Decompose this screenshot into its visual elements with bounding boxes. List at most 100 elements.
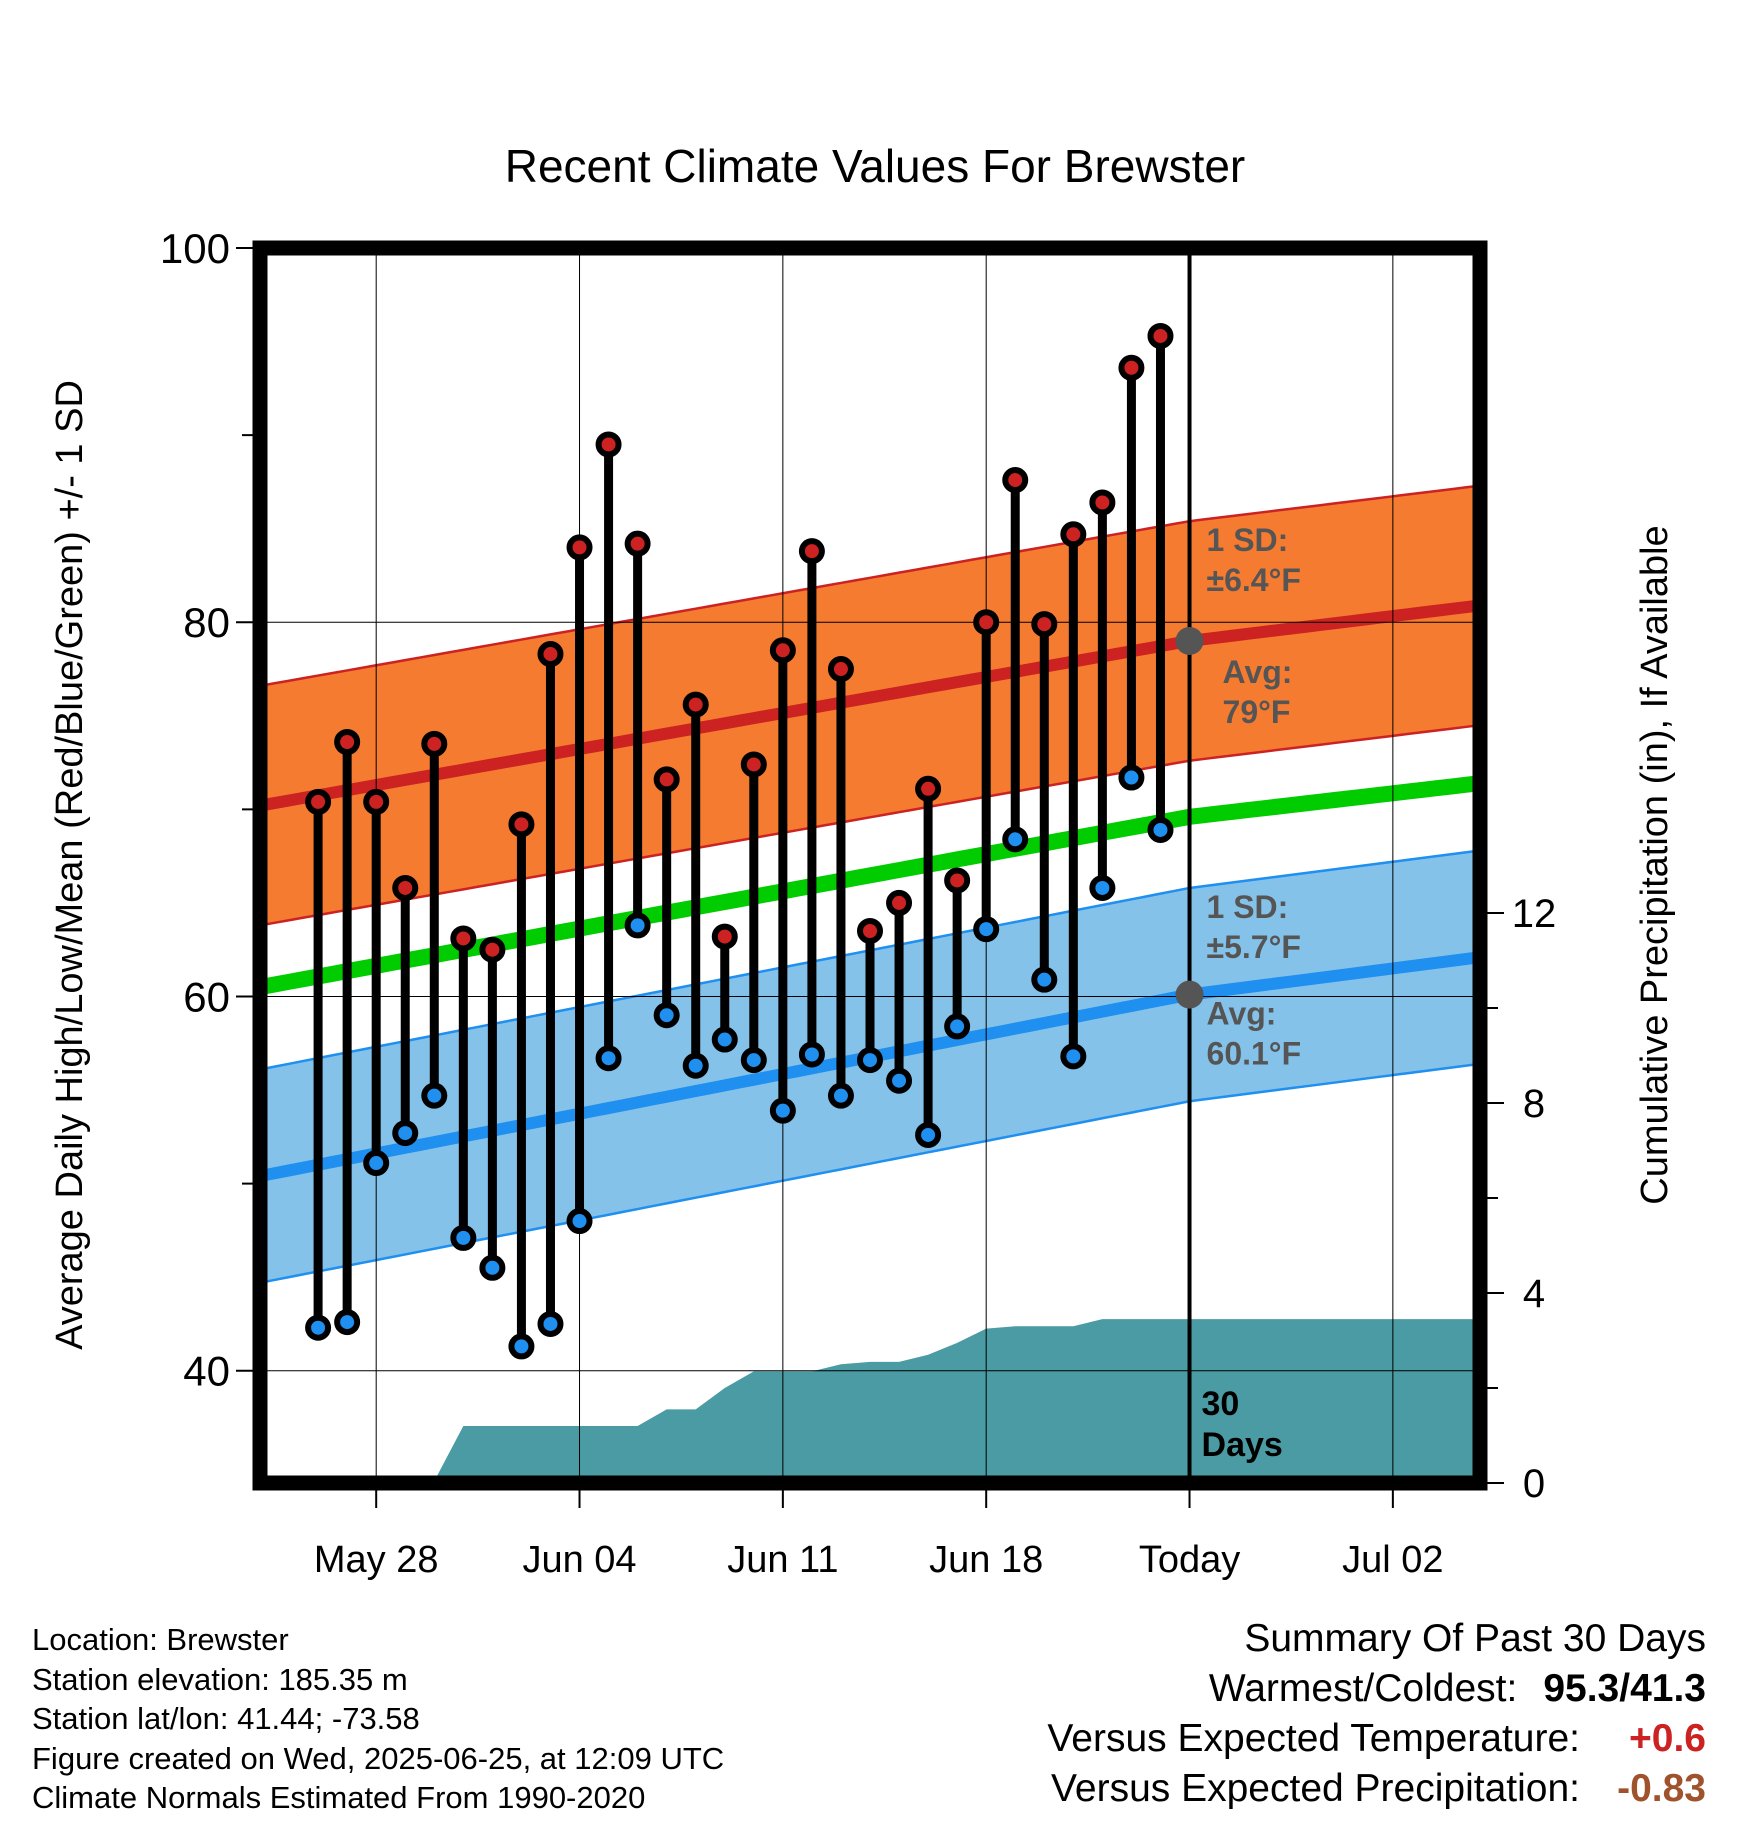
daily-high-point (1002, 467, 1029, 494)
normals-text: Climate Normals Estimated From 1990-2020 (32, 1780, 646, 1816)
daily-low-point (392, 1120, 419, 1147)
daily-high-point (827, 656, 854, 683)
daily-high-point (334, 729, 361, 755)
x-tick-label: Today (1139, 1539, 1240, 1581)
x-tick-label: Jul 02 (1342, 1539, 1443, 1581)
warmest-value: 95.3/41.3 (1543, 1667, 1706, 1710)
daily-high-point (653, 766, 680, 793)
daily-low-point (886, 1067, 913, 1094)
precip-value: -0.83 (1617, 1767, 1706, 1810)
daily-low-point (798, 1041, 825, 1068)
summary-temp-row: Versus Expected Temperature: +0.6 (1047, 1714, 1706, 1764)
daily-low-point (508, 1333, 535, 1360)
y2-tick-label: 0 (1523, 1462, 1545, 1506)
daily-high-point (537, 641, 564, 668)
daily-high-point (740, 751, 767, 778)
summary-panel: Summary Of Past 30 Days Warmest/Coldest:… (1047, 1614, 1706, 1814)
daily-high-point (711, 923, 738, 950)
daily-high-point (857, 917, 883, 944)
y2-tick-label: 4 (1523, 1272, 1545, 1316)
daily-high-point (1147, 322, 1174, 349)
daily-low-point (450, 1224, 477, 1251)
station-info: Location: Brewster Station elevation: 18… (32, 1620, 724, 1818)
daily-low-point (944, 1013, 971, 1040)
daily-high-point (305, 788, 332, 815)
daily-high-point (421, 730, 448, 757)
high-sd-label: 1 SD: (1207, 522, 1289, 558)
daily-low-point (1118, 764, 1145, 791)
daily-low-point (305, 1314, 332, 1341)
low-sd-label: 1 SD: (1207, 889, 1289, 925)
daily-low-point (537, 1310, 564, 1337)
daily-low-point (363, 1150, 390, 1177)
daily-high-point (973, 609, 1000, 636)
x-tick-label: Jun 04 (522, 1539, 636, 1581)
low-sd-value: ±5.7°F (1207, 929, 1301, 965)
summary-warmest-row: Warmest/Coldest: 95.3/41.3 (1047, 1664, 1706, 1714)
daily-high-point (392, 874, 419, 901)
elevation-text: Station elevation: 185.35 m (32, 1661, 408, 1697)
daily-high-point (508, 811, 535, 838)
daily-low-point (915, 1121, 942, 1148)
daily-low-point (1031, 966, 1058, 993)
daily-high-point (624, 530, 651, 557)
daily-high-point (479, 936, 506, 963)
low-avg-value: 60.1°F (1207, 1036, 1302, 1072)
created-text: Figure created on Wed, 2025-06-25, at 12… (32, 1740, 725, 1776)
daily-low-point (827, 1082, 854, 1109)
latlon-text: Station lat/lon: 41.44; -73.58 (32, 1701, 420, 1737)
daily-low-point (421, 1082, 448, 1109)
chart-title: Recent Climate Values For Brewster (505, 140, 1246, 192)
high-normal-band-lower-edge (260, 723, 1480, 927)
daily-high-point (915, 775, 942, 802)
daily-high-point (1089, 489, 1116, 516)
daily-high-point (886, 889, 913, 916)
daily-high-point (798, 538, 825, 565)
daily-low-point (334, 1309, 361, 1336)
y2-tick-label: 12 (1512, 892, 1557, 936)
y-tick-label: 100 (160, 225, 230, 272)
high-sd-value: ±6.4°F (1207, 562, 1301, 598)
x-tick-label: May 28 (314, 1539, 439, 1581)
daily-low-point (769, 1097, 796, 1124)
daily-high-point (682, 691, 709, 718)
x-axis: May 28 Jun 04 Jun 11 Jun 18 Today Jul 02 (314, 1490, 1444, 1581)
daily-low-point (711, 1026, 738, 1053)
plot-frame (252, 240, 1488, 1491)
precip-label: Versus Expected Precipitation: (1051, 1767, 1580, 1810)
temp-label: Versus Expected Temperature: (1047, 1717, 1580, 1760)
y-tick-label: 60 (183, 973, 230, 1020)
daily-low-point (1002, 826, 1029, 853)
daily-low-point (740, 1047, 767, 1074)
y-tick-label: 80 (183, 599, 230, 646)
days-word: Days (1202, 1426, 1283, 1464)
location-text: Location: Brewster (32, 1622, 289, 1657)
daily-high-point (595, 431, 622, 458)
summary-precip-row: Versus Expected Precipitation: -0.83 (1047, 1764, 1706, 1814)
daily-high-point (566, 534, 593, 561)
daily-low-point (973, 916, 1000, 943)
daily-low-point (595, 1045, 622, 1072)
daily-low-point (1089, 874, 1116, 901)
summary-heading: Summary Of Past 30 Days (1244, 1617, 1706, 1660)
daily-low-point (857, 1047, 883, 1074)
daily-low-point (653, 1002, 680, 1029)
daily-high-point (1060, 521, 1087, 548)
x-tick-label: Jun 11 (727, 1539, 838, 1581)
x-tick-label: Jun 18 (929, 1539, 1043, 1581)
y-axis-title: Average Daily High/Low/Mean (Red/Blue/Gr… (49, 380, 91, 1350)
daily-low-point (1060, 1043, 1087, 1070)
high-average-line (260, 599, 1480, 812)
daily-high-point (363, 788, 390, 815)
daily-high-point (1031, 611, 1058, 638)
daily-high-point (769, 637, 796, 664)
daily-observations (305, 322, 1174, 1360)
daily-low-point (682, 1052, 709, 1079)
daily-high-point (944, 867, 971, 894)
temp-value: +0.6 (1629, 1717, 1706, 1760)
high-normal-band (260, 485, 1480, 926)
high-avg-label: Avg: (1223, 654, 1293, 690)
y2-axis: 0 4 8 12 (1487, 892, 1556, 1506)
daily-high-point (1118, 354, 1145, 381)
high-average-marker (1175, 626, 1204, 655)
